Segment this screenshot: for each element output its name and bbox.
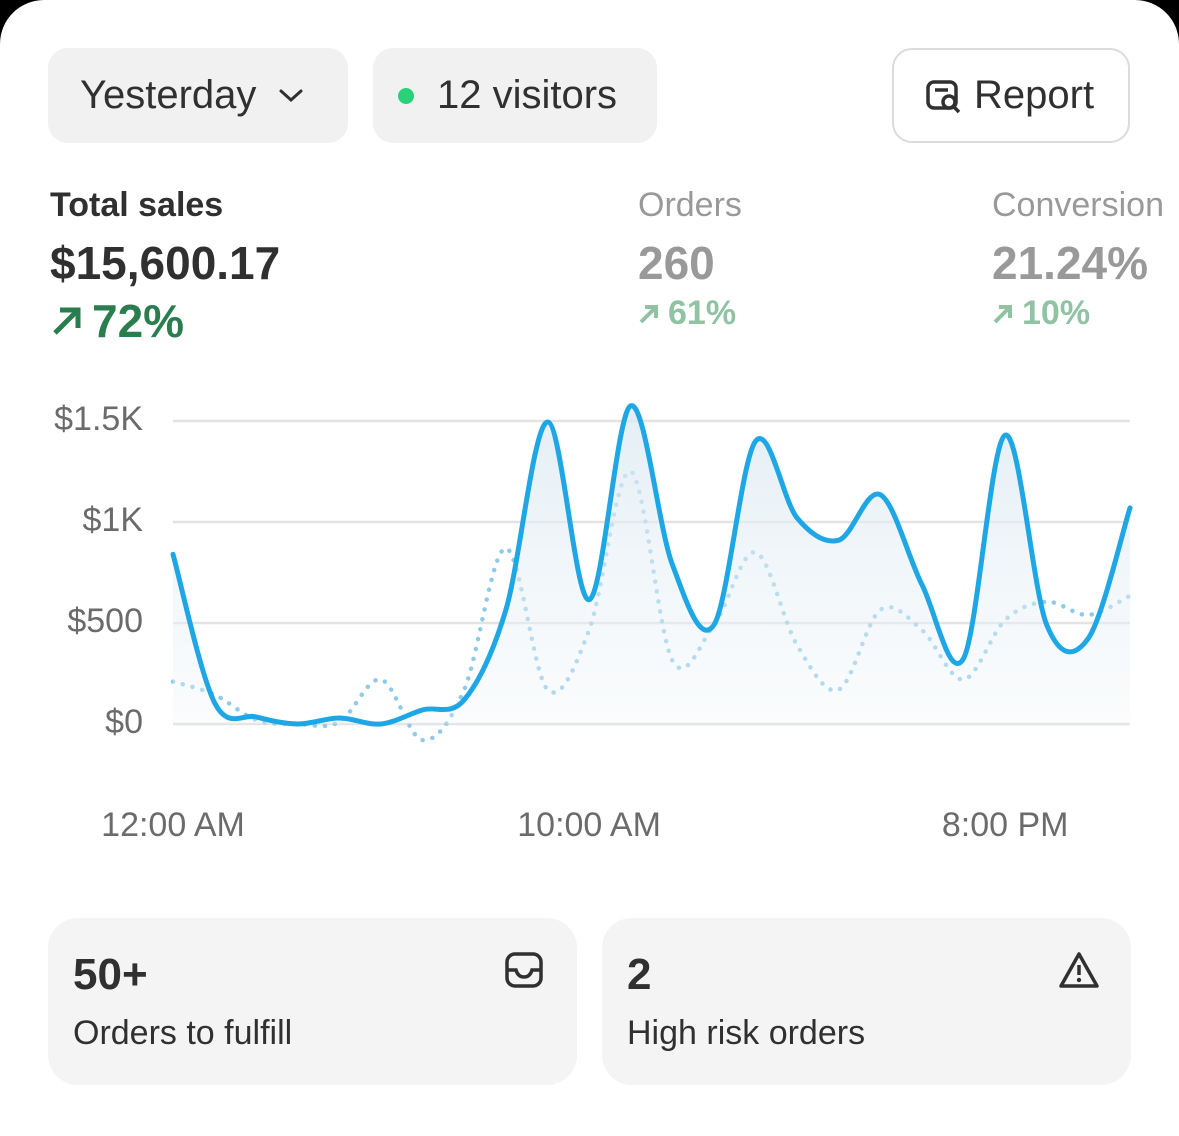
visitors-chip[interactable]: 12 visitors — [373, 48, 657, 143]
sales-chart: $0 $500 $1K $1.5K 12:00 AM 10:00 AM 8:00 PM — [54, 400, 1133, 844]
card-value: 50+ — [73, 950, 148, 999]
up-arrow — [53, 307, 81, 335]
metric-label: Orders — [638, 186, 742, 224]
metric-change: 10% — [992, 294, 1164, 333]
chevron-icon — [279, 89, 303, 102]
metric-label: Total sales — [50, 186, 224, 224]
metric-change: 61% — [638, 294, 742, 333]
metric-change: 72% — [50, 294, 280, 348]
x-tick-label: 12:00 AM — [101, 806, 245, 844]
card-label: High risk orders — [627, 1014, 866, 1052]
metric-value: 260 — [638, 237, 715, 289]
fulfill-card[interactable]: 50+ Orders to fulfill — [48, 918, 577, 1085]
metric-label: Conversion — [992, 186, 1164, 224]
period-select[interactable]: Yesterday — [48, 48, 348, 143]
y-tick-label: $0 — [105, 703, 143, 741]
y-tick-label: $1K — [83, 501, 144, 539]
risk-card[interactable]: 2 High risk orders — [602, 918, 1131, 1085]
warning-icon — [1059, 952, 1099, 988]
y-tick-label: $1.5K — [54, 400, 143, 438]
y-tick-label: $500 — [67, 602, 143, 640]
card-value: 2 — [627, 950, 652, 999]
up-arrow — [639, 304, 658, 323]
metric: Total sales $15,600.17 72% — [50, 186, 280, 348]
metric-value: $15,600.17 — [50, 237, 281, 289]
metric-value: 21.24% — [992, 237, 1149, 289]
report-icon — [926, 79, 961, 113]
change-text: 72% — [92, 295, 185, 347]
change-text: 10% — [1022, 294, 1091, 332]
report-button[interactable]: Report — [892, 48, 1130, 143]
line — [170, 403, 1133, 727]
metric: Conversion 21.24% 10% — [992, 186, 1164, 333]
live-dot — [398, 87, 414, 104]
visitors-text: 12 visitors — [437, 73, 618, 117]
change-text: 61% — [668, 294, 737, 332]
metric: Orders 260 61% — [638, 186, 742, 333]
period-text: Yesterday — [80, 73, 257, 117]
card-label: Orders to fulfill — [73, 1014, 293, 1052]
x-tick-label: 8:00 PM — [942, 806, 1069, 844]
up-arrow — [993, 304, 1012, 323]
x-tick-label: 10:00 AM — [517, 806, 661, 844]
report-text: Report — [974, 73, 1095, 117]
area — [173, 405, 1130, 725]
inbox-icon — [505, 952, 543, 988]
